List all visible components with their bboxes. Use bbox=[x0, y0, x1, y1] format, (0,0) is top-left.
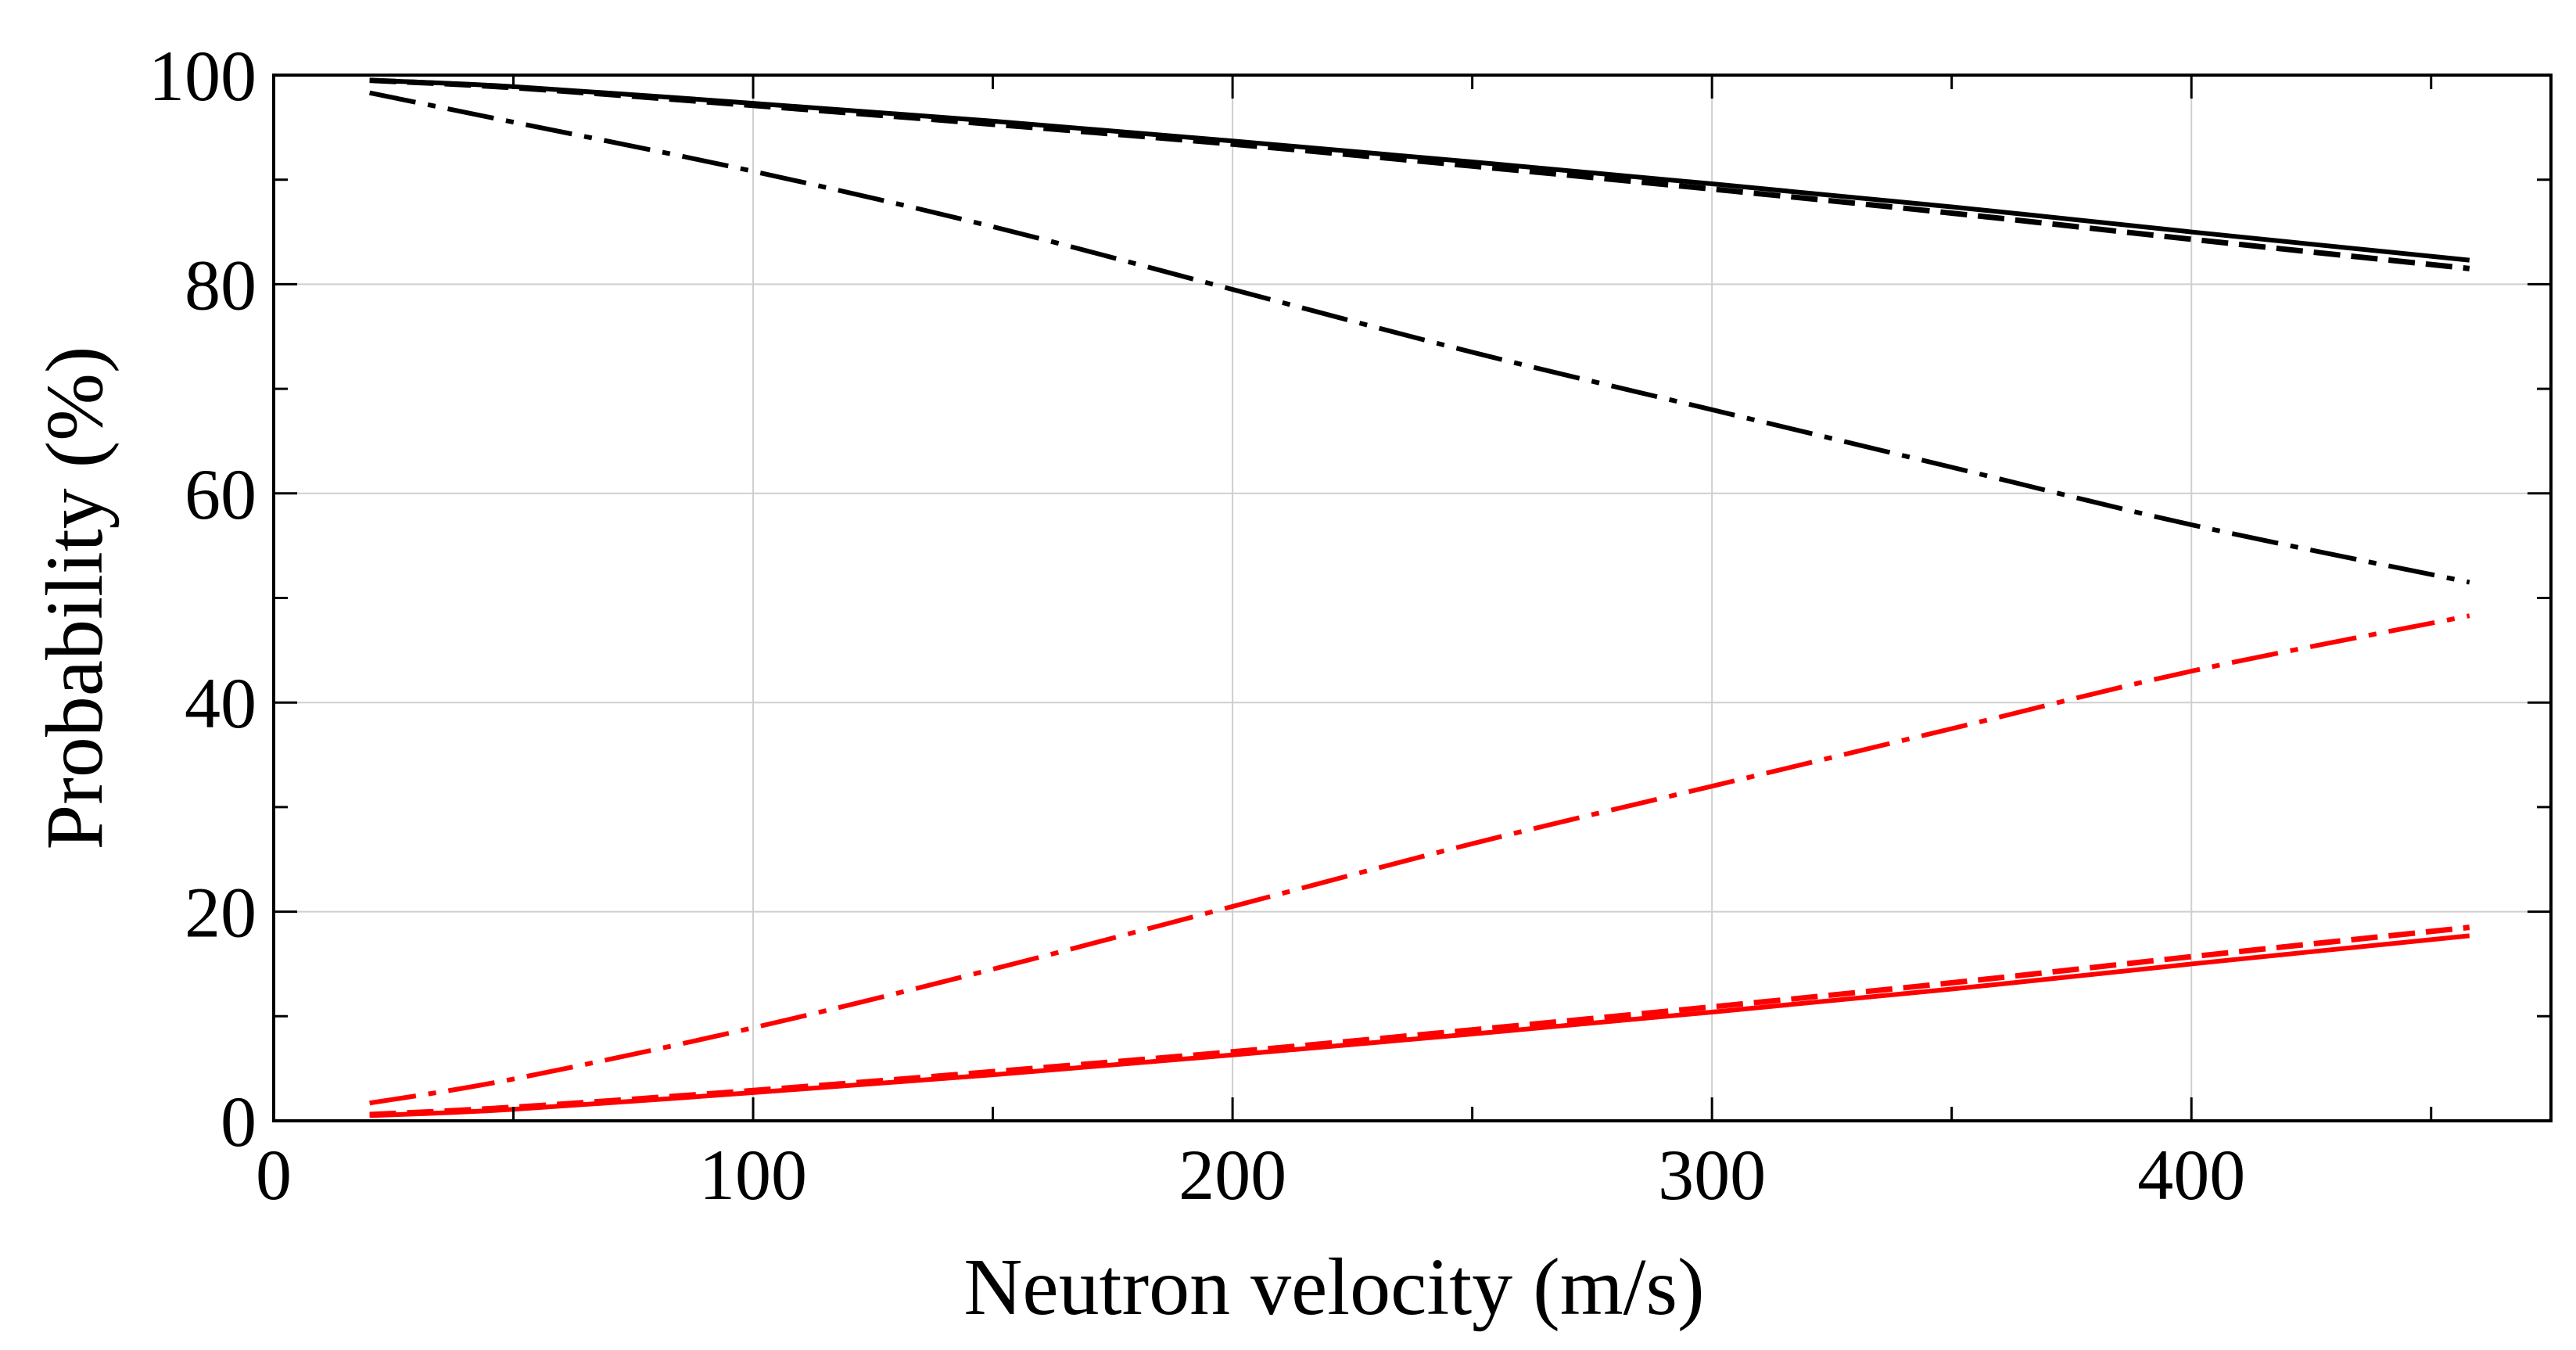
series-line-red-dashdot bbox=[369, 613, 2470, 1106]
y-tick-label: 80 bbox=[185, 245, 257, 325]
tick-labels: 0 100 200 300 400 0 20 40 60 80 100 bbox=[149, 36, 2245, 1215]
series-layer bbox=[369, 77, 2470, 1118]
x-tick-label: 100 bbox=[699, 1135, 807, 1215]
series-line-black-solid bbox=[369, 77, 2470, 263]
x-tick-label: 200 bbox=[1179, 1135, 1286, 1215]
x-tick-label: 0 bbox=[256, 1135, 292, 1215]
series-line-red-dashed bbox=[369, 925, 2470, 1118]
y-tick-label: 20 bbox=[185, 873, 257, 953]
series-line-black-dashed bbox=[369, 77, 2470, 271]
y-axis-title: Probability (%) bbox=[30, 346, 120, 849]
y-tick-label: 0 bbox=[221, 1082, 257, 1162]
y-tick-label: 60 bbox=[185, 454, 257, 534]
x-axis-title: Neutron velocity (m/s) bbox=[963, 1242, 1704, 1332]
grid bbox=[274, 75, 2551, 1121]
series-line-black-dashdot bbox=[369, 90, 2470, 585]
y-tick-label: 100 bbox=[149, 36, 257, 116]
x-tick-label: 400 bbox=[2137, 1135, 2245, 1215]
y-tick-label: 40 bbox=[185, 663, 257, 743]
x-tick-label: 300 bbox=[1658, 1135, 1766, 1215]
series-line-red-solid bbox=[369, 933, 2470, 1118]
ticks bbox=[272, 74, 2551, 1122]
